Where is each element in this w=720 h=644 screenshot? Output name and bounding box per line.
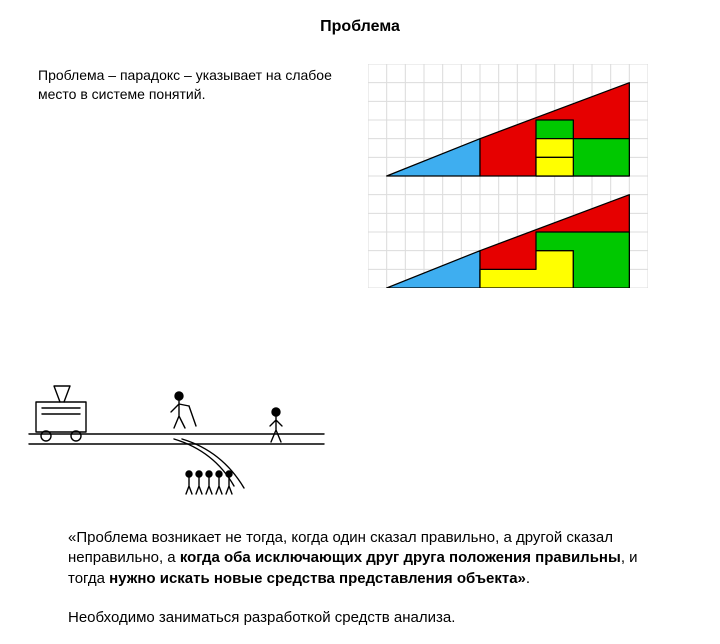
triangle-puzzle — [368, 64, 648, 288]
quote-p2: когда оба исключающих друг друга положен… — [180, 549, 621, 566]
subtitle-text: Проблема – парадокс – указывает на слабо… — [38, 64, 350, 358]
quote-p4: нужно искать новые средства представлени… — [109, 570, 526, 587]
slide-title: Проблема — [38, 18, 682, 36]
quote-text: «Проблема возникает не тогда, когда один… — [68, 528, 652, 589]
quote-p5: . — [526, 570, 530, 587]
closing-text: Необходимо заниматься разработкой средст… — [68, 609, 652, 626]
trolley-illustration — [24, 356, 344, 506]
